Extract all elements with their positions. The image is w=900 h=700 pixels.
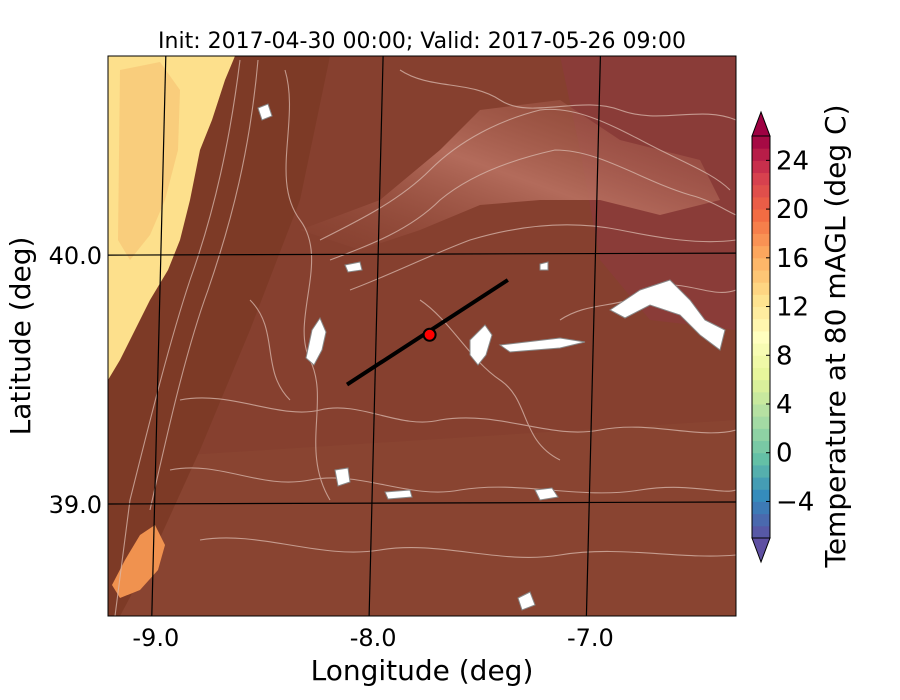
grid-parallel-1 — [108, 252, 736, 256]
y-axis-label: Latitude (deg) — [4, 237, 37, 436]
colorbar-tick-label-7: 24 — [776, 146, 809, 176]
colorbar-swatch — [752, 209, 770, 222]
colorbar-swatch — [752, 294, 770, 308]
colorbar-swatch — [752, 221, 770, 234]
colorbar-swatch — [752, 257, 770, 271]
colorbar-swatch — [752, 270, 770, 283]
colorbar-swatch — [752, 367, 770, 381]
colorbar-swatch — [752, 233, 770, 247]
y-tick-label-0: 39.0 — [49, 491, 102, 519]
colorbar-swatch — [752, 148, 770, 161]
colorbar-tick-label-5: 16 — [776, 244, 809, 274]
colorbar-swatch — [752, 318, 770, 332]
colorbar-extend-max — [751, 110, 771, 137]
colorbar-tick-label-1: 0 — [776, 439, 793, 469]
colorbar-swatch — [752, 513, 770, 527]
y-axis: 39.0 40.0 — [49, 242, 102, 519]
colorbar-swatch — [752, 184, 770, 198]
colorbar-swatch — [752, 136, 770, 149]
colorbar-swatch — [752, 452, 770, 466]
colorbar-swatch — [752, 245, 770, 259]
colorbar-swatch — [752, 391, 770, 405]
colorbar-swatch — [752, 282, 770, 295]
location-marker[interactable] — [422, 327, 437, 342]
colorbar-tick-label-2: 4 — [776, 390, 793, 420]
colorbar: −4 0 4 8 12 16 20 24 — [751, 110, 814, 564]
colorbar-tick-label-6: 20 — [776, 195, 809, 225]
grid-meridian-1 — [368, 56, 384, 616]
map-frame — [107, 55, 737, 617]
x-tick-label-1: -8.0 — [350, 624, 397, 652]
mountain-ridge — [300, 100, 720, 250]
colorbar-swatch — [752, 525, 770, 539]
y-tick-label-1: 40.0 — [49, 242, 102, 270]
snow-patches — [257, 103, 726, 611]
colorbar-extend-min — [751, 537, 771, 564]
x-axis: -9.0 -8.0 -7.0 — [132, 624, 613, 652]
colorbar-swatch — [752, 172, 770, 186]
colorbar-swatch — [752, 379, 770, 393]
chart-title: Init: 2017-04-30 00:00; Valid: 2017-05-2… — [158, 29, 686, 54]
x-tick-label-2: -7.0 — [567, 624, 614, 652]
x-tick-label-0: -9.0 — [132, 624, 179, 652]
grid-lines — [108, 56, 736, 616]
colorbar-swatch — [752, 196, 770, 210]
colorbar-swatch — [752, 428, 770, 442]
colorbar-swatch — [752, 404, 770, 417]
warm-spot-southwest — [112, 525, 165, 598]
colorbar-swatch — [752, 489, 770, 502]
grid-parallel-0 — [108, 501, 736, 505]
colorbar-tick-label-0: −4 — [776, 487, 814, 517]
x-axis-label: Longitude (deg) — [311, 654, 534, 687]
colorbar-swatch — [752, 160, 770, 174]
grid-meridian-0 — [151, 56, 167, 616]
colorbar-frame — [751, 135, 771, 539]
colorbar-swatch — [752, 355, 770, 368]
colorbar-tick-label-3: 8 — [776, 341, 793, 371]
colorbar-swatch — [752, 501, 770, 515]
colorbar-tick-label-4: 12 — [776, 293, 809, 323]
colorbar-swatch — [752, 440, 770, 454]
colorbar-swatch — [752, 343, 770, 356]
colorbar-swatch — [752, 330, 770, 344]
colorbar-swatch — [752, 464, 770, 478]
map-panel[interactable] — [108, 56, 736, 616]
colorbar-swatch — [752, 306, 770, 320]
colorbar-swatch — [752, 477, 770, 490]
colorbar-swatch — [752, 416, 770, 429]
grid-meridian-2 — [585, 56, 602, 616]
land-south-region — [108, 420, 736, 616]
colorbar-label: Temperature at 80 mAGL (deg C) — [819, 104, 852, 568]
